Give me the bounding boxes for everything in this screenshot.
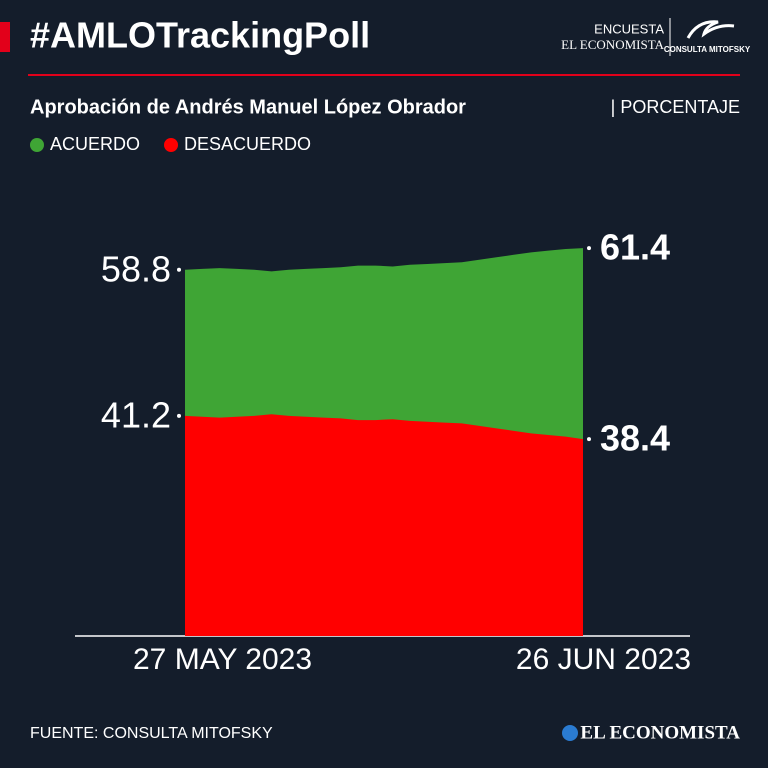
legend-swatch xyxy=(164,138,179,152)
x-tick-label: 26 JUN 2023 xyxy=(516,643,691,676)
logo-icon xyxy=(562,725,578,741)
chart-title: Aprobación de Andrés Manuel López Obrado… xyxy=(30,96,466,118)
area xyxy=(185,414,583,636)
brand-name: EL ECONOMISTA xyxy=(561,37,664,52)
y-tick-label: 58.8 xyxy=(101,248,171,289)
footer-logo: EL ECONOMISTA xyxy=(580,722,740,743)
source: FUENTE: CONSULTA MITOFSKY xyxy=(30,725,273,742)
header-title: #AMLOTrackingPoll xyxy=(30,15,370,56)
legend-label: DESACUERDO xyxy=(184,134,311,154)
y-tick-label: 41.2 xyxy=(101,394,171,435)
legend-label: ACUERDO xyxy=(50,134,140,154)
unit-label: | PORCENTAJE xyxy=(611,97,740,117)
brand-top: ENCUESTA xyxy=(594,21,664,36)
y-tick-mark xyxy=(177,267,181,272)
accent-bar xyxy=(0,22,10,52)
legend-swatch xyxy=(30,138,44,152)
end-dot xyxy=(587,246,591,251)
end-dot xyxy=(587,437,591,442)
partner-icon xyxy=(686,20,735,39)
partner-name: CONSULTA MITOFSKY xyxy=(664,45,751,54)
end-value-label: 61.4 xyxy=(600,227,670,268)
x-tick-label: 27 MAY 2023 xyxy=(133,643,312,676)
y-tick-mark xyxy=(177,413,181,418)
end-value-label: 38.4 xyxy=(600,418,670,459)
